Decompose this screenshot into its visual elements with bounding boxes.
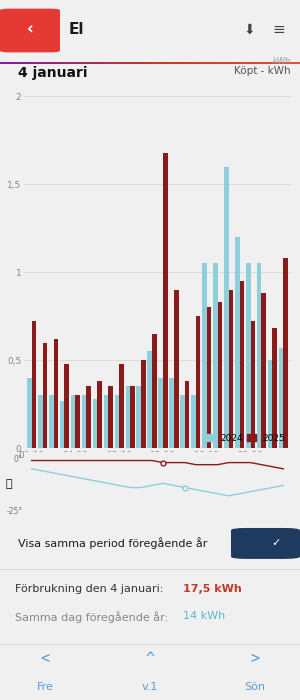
Bar — [272, 328, 277, 448]
Bar — [185, 382, 190, 448]
Bar — [64, 363, 69, 448]
Bar — [27, 378, 32, 448]
Bar — [130, 386, 135, 448]
Text: Visa samma period föregående år: Visa samma period föregående år — [18, 537, 207, 550]
Bar — [246, 263, 250, 448]
Text: ≡: ≡ — [273, 22, 285, 37]
Text: Fre: Fre — [37, 682, 53, 692]
Text: >: > — [250, 651, 260, 666]
Bar — [75, 395, 80, 448]
Bar — [93, 399, 97, 448]
Text: Samma dag föregående år:: Samma dag föregående år: — [15, 611, 172, 623]
Bar — [60, 400, 64, 448]
Text: 4 januari: 4 januari — [18, 66, 88, 80]
Bar — [279, 348, 283, 448]
Text: El: El — [69, 22, 85, 37]
Bar — [213, 263, 218, 448]
Bar — [49, 395, 53, 448]
Text: ✓: ✓ — [271, 538, 280, 548]
Bar — [191, 395, 196, 448]
Bar — [125, 386, 130, 448]
Bar — [115, 395, 119, 448]
Bar — [268, 360, 272, 448]
Bar — [174, 290, 178, 448]
Bar — [108, 386, 113, 448]
Legend: 2024, 2025: 2024, 2025 — [204, 433, 286, 444]
FancyBboxPatch shape — [0, 8, 60, 52]
Bar — [240, 281, 244, 448]
Bar — [136, 386, 141, 448]
Text: <: < — [40, 651, 50, 666]
Bar — [262, 293, 266, 448]
Bar — [104, 395, 108, 448]
Bar — [218, 302, 222, 448]
Bar — [257, 263, 262, 448]
Bar — [32, 321, 36, 448]
Bar — [152, 334, 157, 448]
Bar — [229, 290, 233, 448]
Text: ⬇: ⬇ — [243, 22, 255, 36]
Text: v.1: v.1 — [142, 682, 158, 692]
Bar — [158, 378, 163, 448]
Bar — [235, 237, 240, 448]
Bar — [196, 316, 200, 448]
Bar — [43, 342, 47, 448]
Bar — [163, 153, 168, 448]
Bar — [82, 395, 86, 448]
Bar — [180, 395, 185, 448]
Text: 14 kWh: 14 kWh — [183, 611, 225, 621]
FancyBboxPatch shape — [231, 528, 300, 559]
Text: Köpt - kWh: Köpt - kWh — [234, 66, 291, 76]
Text: ‹: ‹ — [27, 20, 33, 38]
Bar — [202, 263, 207, 448]
Bar — [119, 363, 124, 448]
Text: 🌡: 🌡 — [6, 480, 13, 489]
Bar — [71, 395, 75, 448]
Bar — [97, 382, 102, 448]
Bar — [86, 386, 91, 448]
Bar — [38, 395, 43, 448]
Bar — [53, 339, 58, 448]
Bar — [169, 378, 174, 448]
Text: ^: ^ — [146, 651, 154, 666]
Bar — [141, 360, 146, 448]
Text: Sön: Sön — [244, 682, 266, 692]
Text: 17,5 kWh: 17,5 kWh — [183, 584, 242, 594]
Text: kWh: kWh — [272, 57, 291, 66]
Bar — [207, 307, 211, 448]
Bar — [224, 167, 229, 448]
Bar — [147, 351, 152, 448]
Text: Förbrukning den 4 januari:: Förbrukning den 4 januari: — [15, 584, 167, 594]
Bar — [283, 258, 288, 448]
Bar — [250, 321, 255, 448]
